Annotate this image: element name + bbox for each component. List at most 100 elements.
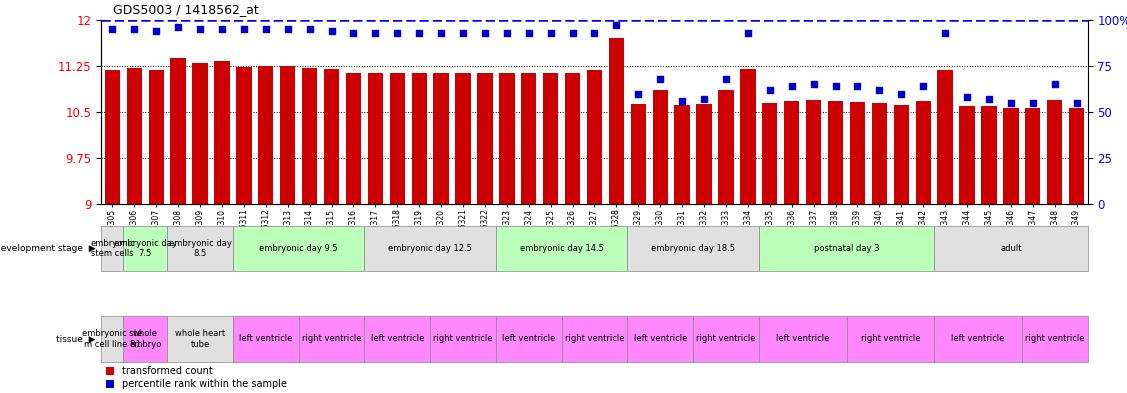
Bar <box>628 316 693 362</box>
Point <box>673 98 691 104</box>
Text: embryonic
stem cells: embryonic stem cells <box>90 239 135 258</box>
Point <box>893 90 911 97</box>
Bar <box>693 316 758 362</box>
Bar <box>167 316 233 362</box>
Point <box>104 26 122 32</box>
Text: left ventricle: left ventricle <box>951 334 1004 343</box>
Bar <box>101 226 123 271</box>
Text: right ventricle: right ventricle <box>302 334 362 343</box>
Point <box>476 29 494 36</box>
Point <box>213 26 231 32</box>
Text: embryonic day
7.5: embryonic day 7.5 <box>114 239 177 258</box>
Text: left ventricle: left ventricle <box>633 334 687 343</box>
Bar <box>237 67 251 204</box>
Point <box>169 24 187 30</box>
Point <box>761 87 779 93</box>
Bar <box>434 73 449 204</box>
Text: embryonic day
8.5: embryonic day 8.5 <box>169 239 231 258</box>
Point <box>1067 99 1085 106</box>
Legend: transformed count, percentile rank within the sample: transformed count, percentile rank withi… <box>106 366 287 389</box>
Bar <box>828 101 843 204</box>
Bar <box>784 101 799 204</box>
Bar <box>499 73 515 204</box>
Point <box>192 26 210 32</box>
Bar <box>123 226 167 271</box>
Bar <box>762 103 778 204</box>
Point <box>498 29 516 36</box>
Text: left ventricle: left ventricle <box>371 334 424 343</box>
Bar <box>959 106 975 204</box>
Point <box>651 75 669 82</box>
Text: embryonic day 12.5: embryonic day 12.5 <box>388 244 472 253</box>
Point <box>607 22 625 28</box>
Bar <box>390 73 405 204</box>
Bar <box>740 69 755 204</box>
Text: left ventricle: left ventricle <box>502 334 556 343</box>
Bar <box>346 73 361 204</box>
Bar <box>561 316 628 362</box>
Bar <box>1068 108 1084 204</box>
Bar <box>411 73 427 204</box>
Bar <box>323 69 339 204</box>
Bar <box>364 316 431 362</box>
Bar <box>758 316 846 362</box>
Bar <box>982 107 996 204</box>
Bar <box>101 316 123 362</box>
Point <box>586 29 604 36</box>
Bar <box>1026 108 1040 204</box>
Point <box>958 94 976 100</box>
Text: right ventricle: right ventricle <box>433 334 492 343</box>
Point <box>345 29 363 36</box>
Text: development stage  ▶: development stage ▶ <box>0 244 96 253</box>
Bar <box>496 316 561 362</box>
Point <box>629 90 647 97</box>
Bar <box>496 226 628 271</box>
Point <box>695 96 713 102</box>
Bar <box>850 101 866 204</box>
Text: right ventricle: right ventricle <box>1024 334 1084 343</box>
Bar <box>123 316 167 362</box>
Bar <box>846 316 934 362</box>
Bar <box>653 90 668 204</box>
Text: right ventricle: right ventricle <box>861 334 920 343</box>
Text: postnatal day 3: postnatal day 3 <box>814 244 879 253</box>
Bar <box>233 226 364 271</box>
Bar <box>696 104 712 204</box>
Text: embryonic ste
m cell line R1: embryonic ste m cell line R1 <box>82 329 142 349</box>
Point <box>739 29 757 36</box>
Text: adult: adult <box>1000 244 1021 253</box>
Bar <box>521 73 536 204</box>
Bar <box>674 105 690 204</box>
Point <box>826 83 844 89</box>
Point <box>1023 99 1041 106</box>
Text: GDS5003 / 1418562_at: GDS5003 / 1418562_at <box>113 3 258 16</box>
Bar <box>477 73 492 204</box>
Point <box>1002 99 1020 106</box>
Point <box>301 26 319 32</box>
Bar <box>364 226 496 271</box>
Point <box>322 28 340 34</box>
Bar <box>1022 316 1088 362</box>
Text: embryonic day 14.5: embryonic day 14.5 <box>520 244 604 253</box>
Point <box>937 29 955 36</box>
Bar <box>170 58 186 204</box>
Bar <box>455 73 471 204</box>
Bar <box>631 104 646 204</box>
Text: whole heart
tube: whole heart tube <box>175 329 225 349</box>
Bar <box>871 103 887 204</box>
Bar <box>214 61 230 204</box>
Point <box>870 87 888 93</box>
Bar <box>258 66 274 204</box>
Bar <box>806 100 822 204</box>
Point <box>1046 81 1064 87</box>
Point <box>454 29 472 36</box>
Text: embryonic day 9.5: embryonic day 9.5 <box>259 244 338 253</box>
Point <box>432 29 450 36</box>
Bar <box>302 68 318 204</box>
Bar <box>233 316 299 362</box>
Bar <box>105 70 121 204</box>
Bar <box>758 226 934 271</box>
Point <box>849 83 867 89</box>
Point <box>783 83 801 89</box>
Point <box>257 26 275 32</box>
